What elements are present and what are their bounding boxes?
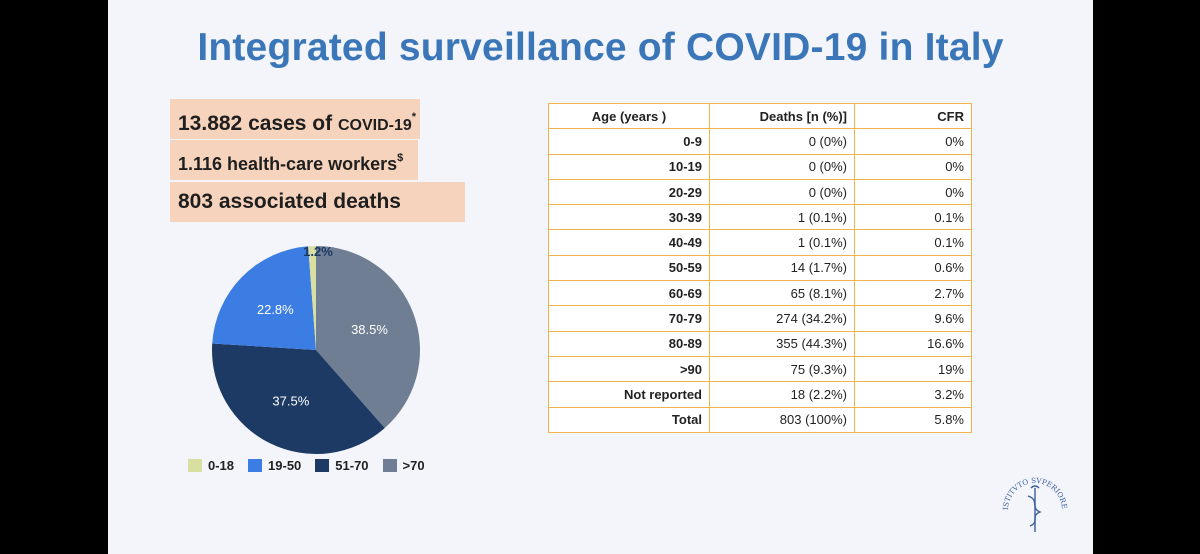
cell-deaths: 803 (100%) <box>709 406 855 433</box>
table-row: Total 803 (100%) 5.8% <box>548 406 972 433</box>
table-body: 0-9 0 (0%) 0% 10-19 0 (0%) 0% 20-29 0 (0%) 0% 30-… <box>548 128 972 433</box>
cell-age: 50-59 <box>548 254 710 282</box>
cell-deaths: 355 (44.3%) <box>709 330 855 357</box>
table-row: 30-39 1 (0.1%) 0.1% <box>548 204 972 231</box>
pie-legend: 0-18 19-50 51-70 >70 <box>188 458 425 473</box>
table-row: 60-69 65 (8.1%) 2.7% <box>548 280 972 307</box>
legend-swatch <box>382 459 397 472</box>
table-row: 70-79 274 (34.2%) 9.6% <box>548 305 972 332</box>
cell-cfr: 9.6% <box>854 305 972 332</box>
pie-data-label: 37.5% <box>272 393 309 408</box>
cell-age: 80-89 <box>548 330 710 357</box>
cell-age: 60-69 <box>548 280 710 307</box>
table-row: 80-89 355 (44.3%) 16.6% <box>548 330 972 357</box>
cell-deaths: 274 (34.2%) <box>709 305 855 332</box>
stat-health-workers: 1.116 health-care workers$ <box>170 140 418 180</box>
cell-deaths: 0 (0%) <box>709 128 855 155</box>
cell-cfr: 0.6% <box>854 254 972 282</box>
pie-slice-gt70 <box>316 246 420 429</box>
stat-health-workers-main: 1.116 health-care workers <box>178 154 398 174</box>
legend-item: >70 <box>382 458 425 473</box>
cell-age: Total <box>548 406 710 433</box>
deaths-table: Age (years ) Deaths [n (%)] CFR 0-9 0 (0%… <box>548 102 972 433</box>
legend-item: 0-18 <box>188 458 234 473</box>
svg-text:ISTITVTO SVPERIORE DI SANITA: ISTITVTO SVPERIORE DI SANITA <box>998 470 1069 510</box>
legend-label: 0-18 <box>208 458 235 473</box>
cell-cfr: 16.6% <box>854 330 972 357</box>
cell-cfr: 0.1% <box>854 229 972 256</box>
legend-item: 51-70 <box>315 458 369 473</box>
pie-data-label: 22.8% <box>257 302 294 317</box>
pie-slice-19-50 <box>212 246 316 350</box>
institute-seal-icon: ISTITVTO SVPERIORE DI SANITA <box>998 470 1069 532</box>
legend-label: 51-70 <box>335 458 369 473</box>
cell-age: Not reported <box>548 381 710 408</box>
cell-cfr: 0% <box>854 128 972 155</box>
col-header-deaths: Deaths [n (%)] <box>709 102 855 130</box>
stat-health-workers-sup: $ <box>397 152 404 164</box>
legend-swatch <box>315 459 330 472</box>
stat-cases-sup: * <box>411 111 417 123</box>
stat-cases: 13.882 cases of COVID-19* <box>170 99 420 139</box>
page-title: Integrated surveillance of COVID-19 in I… <box>197 26 1004 69</box>
pie-chart: 38.5% 37.5% 22.8% 1.2% <box>212 244 420 454</box>
deaths-table-wrap: Age (years ) Deaths [n (%)] CFR 0-9 0 (0%… <box>548 102 972 433</box>
cell-deaths: 65 (8.1%) <box>709 280 855 307</box>
cell-cfr: 0% <box>854 153 972 180</box>
cell-age: 70-79 <box>548 305 710 332</box>
stat-cases-main: 13.882 cases of <box>178 112 338 135</box>
legend-swatch <box>188 459 202 472</box>
cell-age: 20-29 <box>548 178 710 206</box>
pie-slice-51-70 <box>212 343 385 454</box>
cell-cfr: 5.8% <box>854 406 972 433</box>
cell-cfr: 19% <box>854 355 972 383</box>
cell-deaths: 1 (0.1%) <box>709 204 855 231</box>
stat-cases-small: COVID-19 <box>337 117 412 134</box>
seal-text: ISTITVTO SVPERIORE DI SANITA <box>998 470 1069 510</box>
legend-label: >70 <box>402 458 425 473</box>
cell-cfr: 0.1% <box>854 204 972 231</box>
cell-age: 30-39 <box>548 204 710 231</box>
table-header-row: Age (years ) Deaths [n (%)] CFR <box>548 102 972 130</box>
table-row: 10-19 0 (0%) 0% <box>548 153 972 180</box>
legend-item: 19-50 <box>248 458 301 473</box>
cell-deaths: 18 (2.2%) <box>709 381 855 408</box>
cell-cfr: 2.7% <box>854 280 972 307</box>
cell-age: 40-49 <box>548 229 710 256</box>
slide: Integrated surveillance of COVID-19 in I… <box>108 0 1093 554</box>
table-row: >90 75 (9.3%) 19% <box>548 355 972 383</box>
cell-age: >90 <box>548 355 710 383</box>
col-header-age: Age (years ) <box>548 102 710 130</box>
table-row: Not reported 18 (2.2%) 3.2% <box>548 381 972 408</box>
table-row: 40-49 1 (0.1%) 0.1% <box>548 229 972 256</box>
cell-deaths: 14 (1.7%) <box>709 254 855 282</box>
cell-age: 0-9 <box>548 128 710 155</box>
pie-data-label: 1.2% <box>303 244 333 259</box>
cell-deaths: 1 (0.1%) <box>709 229 855 256</box>
stat-deaths-main: 803 associated deaths <box>178 190 401 213</box>
stat-deaths: 803 associated deaths <box>170 182 465 222</box>
legend-label: 19-50 <box>268 458 302 473</box>
legend-swatch <box>248 459 263 472</box>
cell-deaths: 0 (0%) <box>709 153 855 180</box>
cell-cfr: 3.2% <box>854 381 972 408</box>
table-row: 20-29 0 (0%) 0% <box>548 178 972 206</box>
col-header-cfr: CFR <box>854 102 972 130</box>
cell-deaths: 75 (9.3%) <box>709 355 855 383</box>
table-row: 50-59 14 (1.7%) 0.6% <box>548 254 972 282</box>
cell-cfr: 0% <box>854 178 972 206</box>
pie-slice-0-18 <box>308 246 316 350</box>
cell-age: 10-19 <box>548 153 710 180</box>
table-row: 0-9 0 (0%) 0% <box>548 128 972 155</box>
cell-deaths: 0 (0%) <box>709 178 855 206</box>
pie-data-label: 38.5% <box>351 322 388 337</box>
